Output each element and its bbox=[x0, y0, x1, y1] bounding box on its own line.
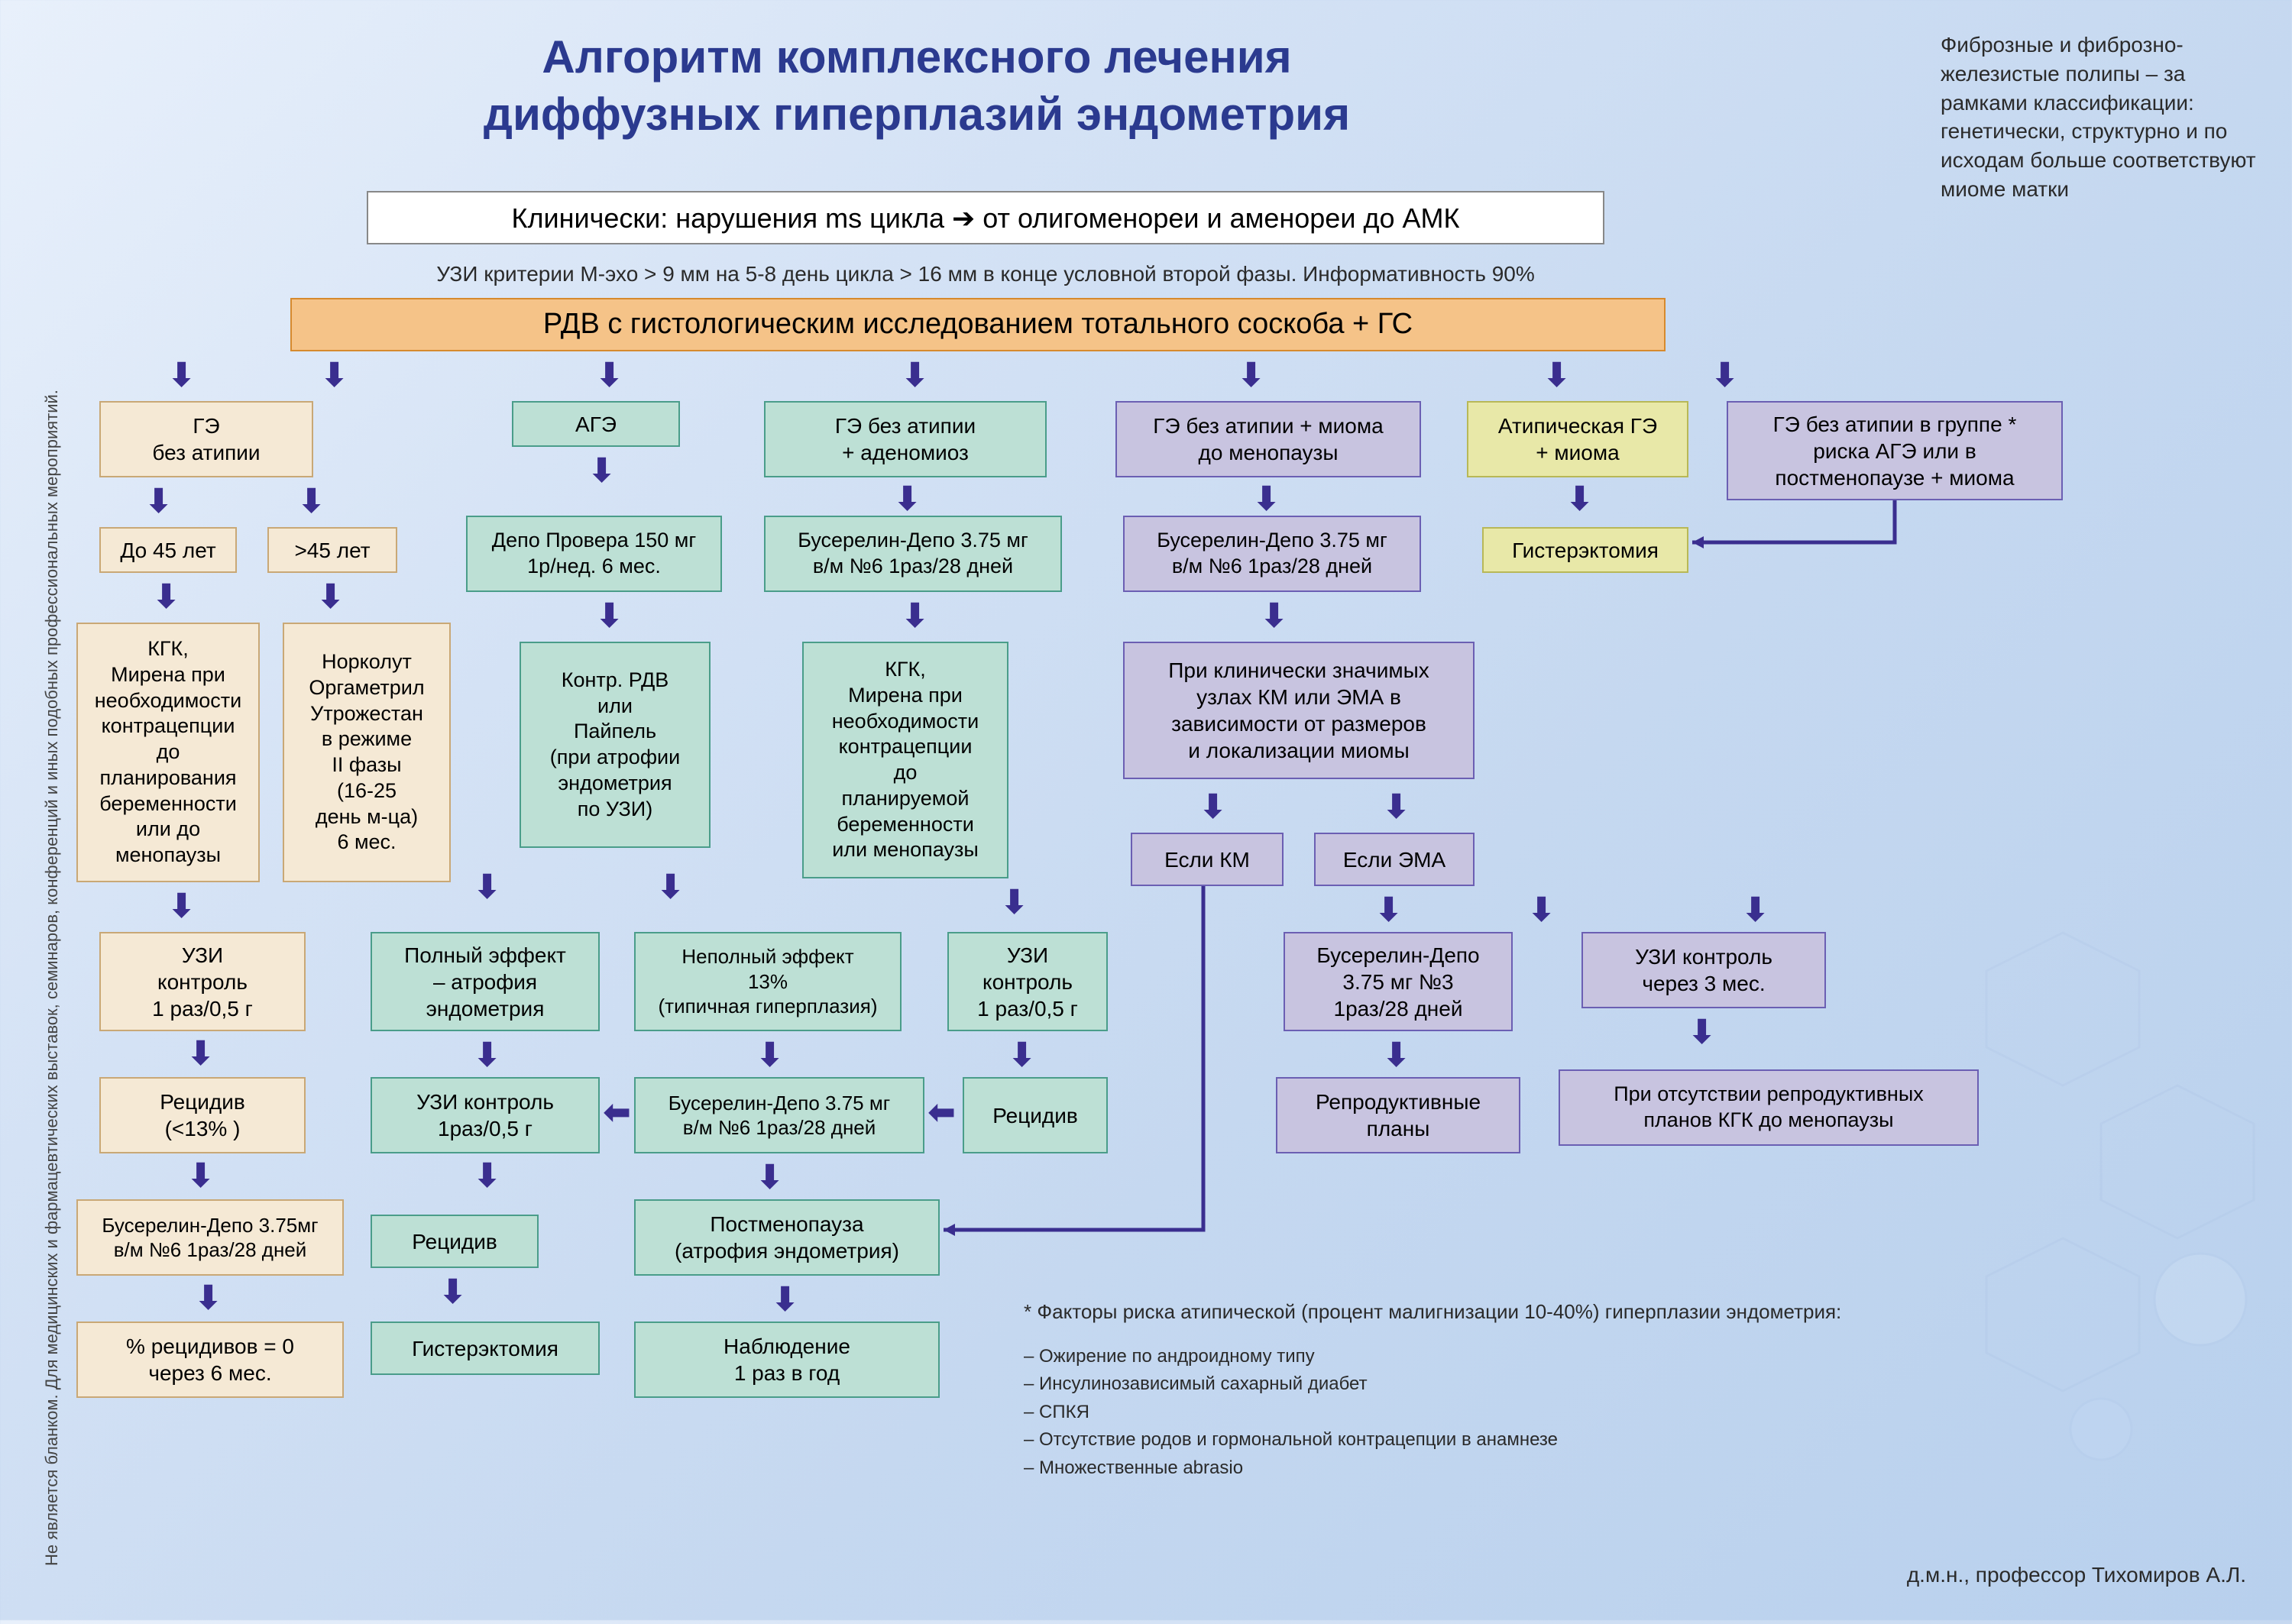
c1-age2: >45 лет bbox=[267, 527, 397, 573]
arrow-down-icon: ⬇ bbox=[153, 581, 180, 613]
c4-pri: При клинически значимых узлах КМ или ЭМА… bbox=[1123, 642, 1475, 779]
c2-depo: Депо Провера 150 мг 1р/нед. 6 мес. bbox=[466, 516, 722, 592]
c2-uzi: УЗИ контроль 1раз/0,5 г bbox=[371, 1077, 600, 1153]
c4-km: Если КМ bbox=[1131, 833, 1284, 886]
c1-nork: Норколут Оргаметрил Утрожестан в режиме … bbox=[283, 623, 451, 882]
arrow-down-icon: ⬇ bbox=[756, 1039, 783, 1071]
arrow-down-icon: ⬇ bbox=[439, 1276, 466, 1308]
main-title-1: Алгоритм комплексного лечения bbox=[229, 31, 1604, 83]
arrow-down-icon: ⬇ bbox=[1566, 483, 1593, 515]
col5-header: Атипическая ГЭ + миома bbox=[1467, 401, 1688, 477]
c4-ema: Если ЭМА bbox=[1314, 833, 1475, 886]
connector-col6-hist bbox=[1688, 500, 1902, 554]
arrow-down-icon: ⬇ bbox=[1261, 600, 1287, 632]
arrow-down-icon: ⬇ bbox=[1199, 791, 1226, 823]
arrow-down-icon: ⬇ bbox=[596, 359, 623, 391]
c4-bus: Бусерелин-Депо 3.75 мг в/м №6 1раз/28 дн… bbox=[1123, 516, 1421, 592]
arrow-down-icon: ⬇ bbox=[1238, 359, 1264, 391]
c3-kgk: КГК, Мирена при необходимости контрацепц… bbox=[802, 642, 1008, 878]
c2-full: Полный эффект – атрофия эндометрия bbox=[371, 932, 600, 1031]
arrow-down-icon: ⬇ bbox=[1383, 1039, 1410, 1071]
arrow-down-icon: ⬇ bbox=[317, 581, 344, 613]
c1-uzi: УЗИ контроль 1 раз/0,5 г bbox=[99, 932, 306, 1031]
top-note: Фиброзные и фиброзно-железистые полипы –… bbox=[1941, 31, 2261, 204]
arrow-down-icon: ⬇ bbox=[168, 359, 195, 391]
arrow-left-icon: ⬅ bbox=[928, 1096, 955, 1128]
foot3: – СПКЯ bbox=[1024, 1400, 1558, 1425]
foot1: – Ожирение по андроидному типу bbox=[1024, 1344, 1558, 1369]
arrow-down-icon: ⬇ bbox=[168, 890, 195, 922]
arrow-down-icon: ⬇ bbox=[588, 455, 615, 487]
col4-header: ГЭ без атипии + миома до менопаузы bbox=[1115, 401, 1421, 477]
arrow-down-icon: ⬇ bbox=[1001, 886, 1028, 918]
box-rdv: РДВ с гистологическим исследованием тота… bbox=[290, 298, 1666, 351]
arrow-down-icon: ⬇ bbox=[902, 359, 928, 391]
col3-header: ГЭ без атипии + аденомиоз bbox=[764, 401, 1047, 477]
arrow-down-icon: ⬇ bbox=[474, 871, 500, 903]
col6-header: ГЭ без атипии в группе * риска АГЭ или в… bbox=[1727, 401, 2063, 500]
arrow-down-icon: ⬇ bbox=[1528, 894, 1555, 926]
foot2: – Инсулинозависимый сахарный диабет bbox=[1024, 1372, 1558, 1396]
arrow-down-icon: ⬇ bbox=[1688, 1016, 1715, 1048]
arrow-down-icon: ⬇ bbox=[596, 600, 623, 632]
arrow-down-icon: ⬇ bbox=[474, 1039, 500, 1071]
arrow-down-icon: ⬇ bbox=[321, 359, 348, 391]
arrow-down-icon: ⬇ bbox=[145, 485, 172, 517]
c2-kontr: Контр. РДВ или Пайпель (при атрофии эндо… bbox=[520, 642, 711, 848]
c1-bus: Бусерелин-Депо 3.75мг в/м №6 1раз/28 дне… bbox=[76, 1199, 344, 1276]
arrow-down-icon: ⬇ bbox=[772, 1283, 798, 1315]
c6-pri: При отсутствии репродуктивных планов КГК… bbox=[1559, 1069, 1979, 1146]
c2-hist: Гистерэктомия bbox=[371, 1322, 600, 1375]
main-title-2: диффузных гиперплазий эндометрия bbox=[229, 88, 1604, 141]
c3-bus: Бусерелин-Депо 3.75 мг в/м №6 1раз/28 дн… bbox=[764, 516, 1062, 592]
uzi-criteria: УЗИ критерии М-эхо > 9 мм на 5-8 день ци… bbox=[397, 260, 1574, 289]
c3b-rec: Рецидив bbox=[963, 1077, 1108, 1153]
flowchart-container: Не является бланком. Для медицинских и ф… bbox=[0, 0, 2292, 1620]
c3-nepoln: Неполный эффект 13% (типичная гиперплази… bbox=[634, 932, 902, 1031]
c4-bus2: Бусерелин-Депо 3.75 мг №3 1раз/28 дней bbox=[1284, 932, 1513, 1031]
author: д.м.н., профессор Тихомиров А.Л. bbox=[1907, 1561, 2246, 1590]
arrow-down-icon: ⬇ bbox=[1008, 1039, 1035, 1071]
c1-age1: До 45 лет bbox=[99, 527, 237, 573]
c3b-uzi: УЗИ контроль 1 раз/0,5 г bbox=[947, 932, 1108, 1031]
arrow-down-icon: ⬇ bbox=[756, 1161, 783, 1193]
footnote-star: * Факторы риска атипической (процент мал… bbox=[1024, 1299, 2093, 1325]
arrow-down-icon: ⬇ bbox=[894, 483, 921, 515]
foot4: – Отсутствие родов и гормональной контра… bbox=[1024, 1428, 1558, 1452]
arrow-down-icon: ⬇ bbox=[187, 1037, 214, 1069]
c1-pct: % рецидивов = 0 через 6 мес. bbox=[76, 1322, 344, 1398]
c3-nabl: Наблюдение 1 раз в год bbox=[634, 1322, 940, 1398]
c1-rec: Рецидив (<13% ) bbox=[99, 1077, 306, 1153]
c3-postm: Постменопауза (атрофия эндометрия) bbox=[634, 1199, 940, 1276]
arrow-down-icon: ⬇ bbox=[1383, 791, 1410, 823]
side-disclaimer: Не является бланком. Для медицинских и ф… bbox=[42, 390, 62, 1566]
c4-repro: Репродуктивные планы bbox=[1276, 1077, 1520, 1153]
arrow-left-icon: ⬅ bbox=[604, 1096, 630, 1128]
arrow-down-icon: ⬇ bbox=[1543, 359, 1570, 391]
c1-kgk: КГК, Мирена при необходимости контрацепц… bbox=[76, 623, 260, 882]
arrow-down-icon: ⬇ bbox=[1711, 359, 1738, 391]
arrow-down-icon: ⬇ bbox=[657, 871, 684, 903]
arrow-down-icon: ⬇ bbox=[474, 1160, 500, 1192]
c6-uzi: УЗИ контроль через 3 мес. bbox=[1581, 932, 1826, 1008]
arrow-down-icon: ⬇ bbox=[195, 1282, 222, 1314]
box-clinical: Клинически: нарушения ms цикла ➔ от олиг… bbox=[367, 191, 1604, 244]
c2-rec: Рецидив bbox=[371, 1215, 539, 1268]
c3-bus2: Бусерелин-Депо 3.75 мг в/м №6 1раз/28 дн… bbox=[634, 1077, 924, 1153]
arrow-down-icon: ⬇ bbox=[187, 1160, 214, 1192]
col1-header: ГЭ без атипии bbox=[99, 401, 313, 477]
foot5: – Множественные abrasio bbox=[1024, 1456, 1558, 1480]
arrow-down-icon: ⬇ bbox=[1375, 894, 1402, 926]
arrow-down-icon: ⬇ bbox=[1742, 894, 1769, 926]
col2-header: АГЭ bbox=[512, 401, 680, 447]
c5-hist: Гистерэктомия bbox=[1482, 527, 1688, 573]
arrow-down-icon: ⬇ bbox=[902, 600, 928, 632]
arrow-down-icon: ⬇ bbox=[298, 485, 325, 517]
arrow-down-icon: ⬇ bbox=[1253, 483, 1280, 515]
